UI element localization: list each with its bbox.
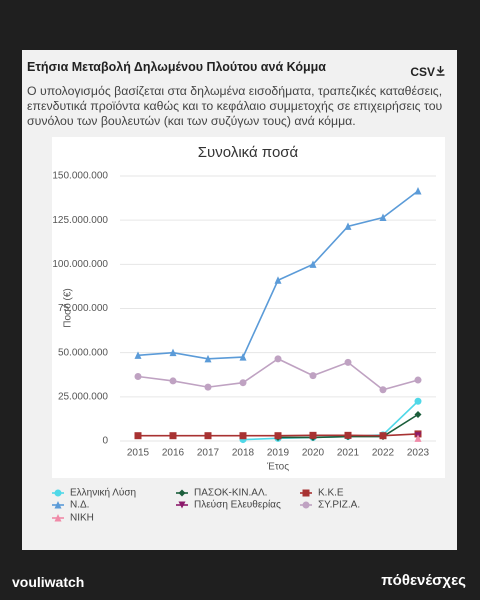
legend-label: Ελληνική Λύση [70, 487, 136, 499]
legend-label: ΝΙΚΗ [70, 513, 94, 524]
x-tick-label: 2022 [372, 448, 395, 459]
data-point [414, 187, 422, 195]
x-tick-label: 2018 [232, 448, 255, 459]
download-icon[interactable] [436, 66, 445, 76]
description: Ο υπολογισμός βασίζεται στα δηλωμένα εισ… [27, 84, 443, 128]
legend-label: Ν.Δ. [70, 500, 89, 511]
x-tick-label: 2016 [162, 448, 185, 459]
card-title: Ετήσια Μεταβολή Δηλωμένου Πλούτου ανά Κό… [27, 60, 326, 74]
data-point [414, 376, 422, 384]
data-point [344, 431, 352, 439]
legend-marker [302, 489, 310, 497]
data-point [309, 372, 317, 380]
legend-label: ΣΥ.ΡΙΖ.Α. [318, 500, 360, 511]
data-point [134, 373, 142, 381]
data-point [204, 432, 212, 440]
x-tick-label: 2015 [127, 448, 150, 459]
legend-marker [54, 501, 62, 509]
data-point [239, 379, 247, 387]
data-point [204, 354, 212, 363]
legend-label: Πλεύση Ελευθερίας [194, 499, 281, 511]
x-axis-label: Έτος [266, 462, 289, 473]
data-point [379, 432, 387, 440]
x-tick-label: 2019 [267, 448, 290, 459]
data-point [309, 431, 317, 439]
data-point [344, 222, 352, 230]
x-tick-label: 2023 [407, 448, 430, 459]
y-tick-label: 150.000.000 [52, 171, 108, 182]
data-point [134, 432, 142, 440]
legend-marker [178, 489, 186, 497]
data-point [344, 358, 352, 366]
y-tick-label: 0 [102, 436, 108, 447]
data-point [379, 213, 387, 222]
data-point [414, 397, 422, 405]
data-point [274, 276, 282, 284]
data-point [134, 351, 142, 359]
data-point [414, 411, 422, 418]
data-point [239, 353, 247, 361]
data-point [169, 432, 177, 440]
footer-logo-left: vouliwatch [12, 574, 85, 590]
data-point [274, 432, 282, 440]
legend-label: ΠΑΣΟΚ-ΚΙΝ.ΑΛ. [194, 488, 267, 499]
chart-title: Συνολικά ποσά [198, 144, 299, 161]
x-tick-label: 2020 [302, 448, 325, 459]
legend-marker [54, 514, 62, 522]
data-point [414, 434, 422, 442]
y-tick-label: 50.000.000 [58, 347, 108, 358]
data-point [379, 386, 387, 394]
y-tick-label: 100.000.000 [52, 259, 108, 270]
y-axis-label: Ποσό (€) [62, 288, 74, 328]
data-point [169, 348, 177, 357]
data-point [204, 383, 212, 391]
legend-label: Κ.Κ.Ε [318, 488, 344, 499]
y-tick-label: 75.000.000 [58, 303, 108, 314]
y-tick-label: 125.000.000 [52, 215, 108, 226]
data-point [239, 432, 247, 440]
y-tick-label: 25.000.000 [58, 391, 108, 402]
x-tick-label: 2021 [337, 448, 360, 459]
legend-marker [54, 489, 62, 497]
footer-logo-right: πόθενέσχες [381, 572, 466, 589]
legend-marker [302, 501, 310, 509]
data-point [309, 260, 317, 268]
legend-marker [178, 501, 186, 509]
x-tick-label: 2017 [197, 448, 220, 459]
chart-background [52, 137, 445, 478]
data-point [169, 377, 177, 385]
csv-download[interactable]: CSV [410, 65, 435, 79]
data-point [274, 355, 282, 363]
